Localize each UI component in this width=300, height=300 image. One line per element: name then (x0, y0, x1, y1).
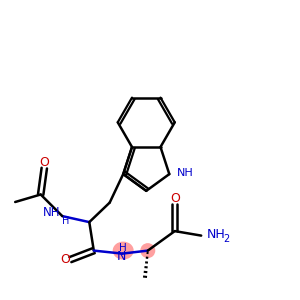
Text: NH: NH (42, 206, 60, 219)
Text: O: O (39, 156, 49, 169)
Text: NH: NH (207, 228, 226, 241)
Ellipse shape (113, 242, 134, 260)
Text: O: O (170, 192, 180, 205)
Text: 2: 2 (223, 234, 229, 244)
Text: NH: NH (177, 168, 194, 178)
Ellipse shape (140, 243, 155, 258)
Text: H: H (62, 216, 70, 226)
Text: O: O (60, 253, 70, 266)
Text: N: N (117, 250, 126, 262)
Text: H: H (119, 243, 127, 253)
